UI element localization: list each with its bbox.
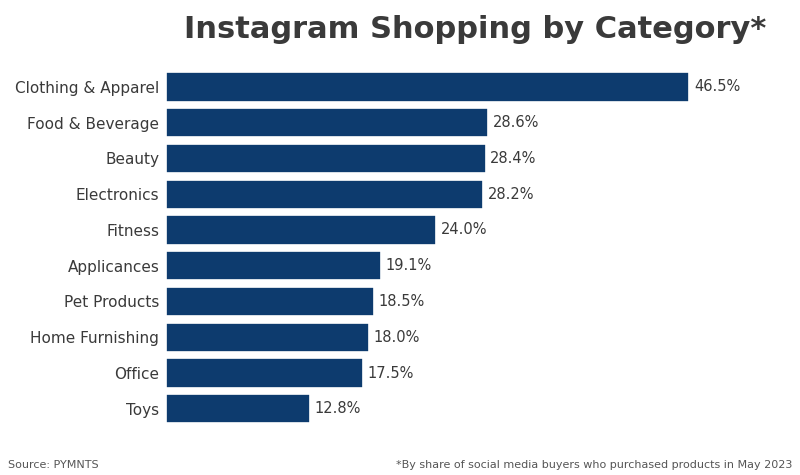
- Text: 28.4%: 28.4%: [490, 151, 537, 166]
- Text: 24.0%: 24.0%: [441, 222, 487, 238]
- Bar: [166, 215, 436, 245]
- Bar: [166, 180, 483, 209]
- Text: 28.6%: 28.6%: [493, 115, 539, 130]
- Bar: [166, 323, 369, 352]
- Text: Source: PYMNTS: Source: PYMNTS: [8, 460, 98, 470]
- Bar: [166, 287, 374, 316]
- Bar: [166, 144, 486, 173]
- Text: 18.5%: 18.5%: [379, 294, 425, 309]
- Text: 19.1%: 19.1%: [386, 258, 432, 273]
- Bar: [166, 108, 488, 137]
- Bar: [166, 358, 363, 388]
- Text: 28.2%: 28.2%: [488, 187, 534, 202]
- Title: Instagram Shopping by Category*: Instagram Shopping by Category*: [185, 15, 766, 44]
- Text: 46.5%: 46.5%: [694, 79, 740, 95]
- Text: *By share of social media buyers who purchased products in May 2023: *By share of social media buyers who pur…: [396, 460, 792, 470]
- Text: 18.0%: 18.0%: [374, 330, 419, 345]
- Text: 12.8%: 12.8%: [314, 401, 361, 416]
- Bar: [166, 72, 690, 102]
- Bar: [166, 394, 310, 423]
- Text: 17.5%: 17.5%: [367, 365, 414, 380]
- Bar: [166, 251, 381, 280]
